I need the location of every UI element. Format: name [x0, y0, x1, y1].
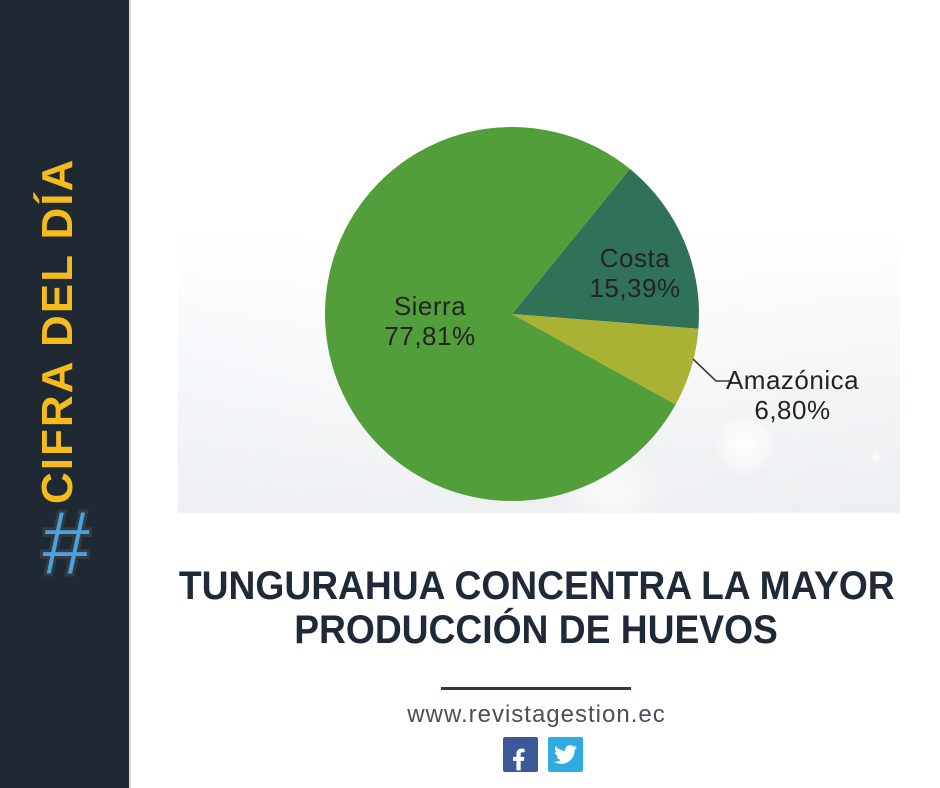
- pie-slice-costa: [512, 168, 699, 329]
- pie-label-amazonica-value: 6,80%: [754, 395, 831, 425]
- pie-chart: [325, 127, 699, 501]
- pie-label-amazonica: Amazónica 6,80%: [705, 365, 880, 425]
- pie-slice-amazonica: [512, 314, 699, 405]
- headline-line2: PRODUCCIÓN DE HUEVOS: [294, 608, 779, 652]
- pie-label-sierra-value: 77,81%: [384, 321, 476, 351]
- twitter-bird-glyph: [554, 745, 577, 764]
- twitter-icon[interactable]: [548, 737, 583, 772]
- facebook-f-glyph: [512, 748, 525, 771]
- facebook-icon[interactable]: [503, 737, 538, 772]
- pie-label-sierra: Sierra 77,81%: [345, 291, 515, 351]
- pie-label-costa-value: 15,39%: [589, 273, 681, 303]
- sidebar: CIFRA DEL DÍA #: [0, 0, 131, 788]
- footer-divider: [441, 687, 631, 690]
- bokeh-dot: [870, 451, 882, 463]
- amazonica-leader-line: [692, 358, 732, 382]
- social-icons-row: [503, 737, 583, 772]
- pie-label-costa-name: Costa: [599, 243, 671, 273]
- website-link[interactable]: www.revistagestion.ec: [407, 701, 666, 728]
- pie-label-sierra-name: Sierra: [393, 291, 467, 321]
- bokeh-circle: [715, 415, 775, 475]
- pie-slice-sierra: [325, 127, 676, 501]
- sidebar-vertical-label: CIFRA DEL DÍA: [33, 157, 82, 504]
- pie-label-costa: Costa 15,39%: [560, 243, 710, 303]
- pie-label-amazonica-name: Amazónica: [725, 365, 860, 395]
- hashtag-icon: #: [38, 490, 93, 595]
- headline: TUNGURAHUA CONCENTRA LA MAYOR PRODUCCIÓN…: [133, 564, 940, 652]
- headline-line1: TUNGURAHUA CONCENTRA LA MAYOR: [178, 564, 895, 608]
